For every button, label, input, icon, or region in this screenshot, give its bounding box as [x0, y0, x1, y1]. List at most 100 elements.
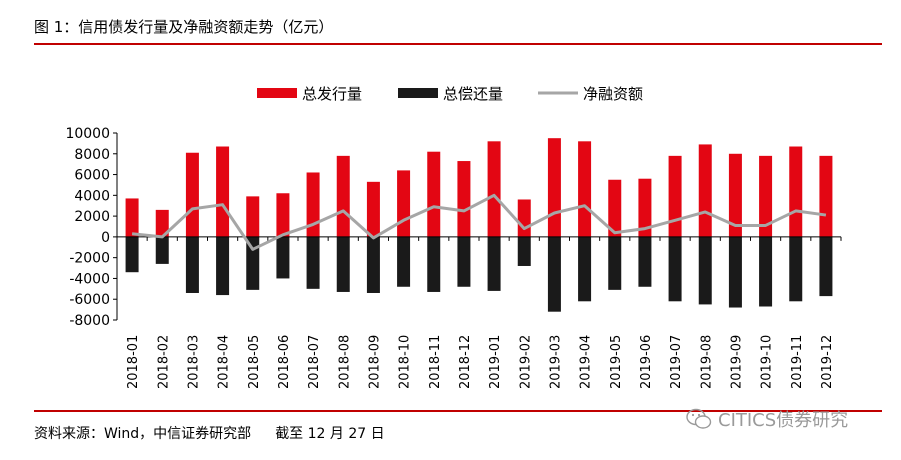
y-tick-label: 10000: [65, 126, 110, 142]
bar-repayment-2018-10: [397, 236, 411, 287]
bar-repayment-2019-10: [759, 236, 773, 307]
bar-issuance-2018-05: [246, 196, 260, 237]
figure-title: 图 1：信用债发行量及净融资额走势（亿元）: [34, 18, 334, 36]
bar-issuance-2019-08: [698, 144, 712, 237]
bar-issuance-2018-02: [155, 209, 169, 237]
x-tick-label: 2019-09: [729, 335, 744, 389]
bar-repayment-2019-12: [819, 236, 833, 297]
x-tick-label: 2019-06: [639, 335, 654, 389]
y-tick-label: 0: [101, 230, 110, 246]
line-net-financing: [131, 193, 827, 251]
y-tick-label: -2000: [69, 251, 110, 267]
y-tick-label: -4000: [69, 271, 110, 287]
legend: 总发行量 总偿还量 净融资额: [257, 85, 643, 103]
bar-repayment-2019-09: [728, 236, 742, 308]
bar-issuance-2019-03: [547, 138, 561, 237]
bar-repayment-2018-09: [366, 236, 380, 293]
legend-label: 总偿还量: [443, 85, 503, 103]
x-tick-label: 2019-03: [548, 335, 563, 389]
bar-issuance-2018-04: [216, 146, 230, 237]
bar-issuance-2019-04: [578, 141, 592, 237]
x-tick-label: 2019-04: [579, 335, 594, 389]
x-tick-label: 2018-10: [398, 335, 413, 389]
bar-repayment-2019-05: [608, 236, 622, 290]
x-tick-label: 2018-03: [186, 335, 201, 389]
y-tick-label: 2000: [74, 209, 110, 225]
x-tick-label: 2018-06: [277, 335, 292, 389]
bar-repayment-2019-04: [578, 236, 592, 302]
bar-repayment-2019-06: [638, 236, 652, 287]
bar-repayment-2018-11: [427, 236, 441, 292]
bar-issuance-2019-11: [789, 146, 803, 237]
top-rule: [34, 43, 882, 45]
watermark-text: CITICS债券研究: [718, 410, 849, 431]
x-tick-label: 2019-10: [760, 335, 775, 389]
y-tick-label: -8000: [69, 313, 110, 329]
bar-repayment-2018-03: [185, 236, 199, 293]
bar-issuance-2018-11: [427, 151, 441, 237]
bar-repayment-2019-08: [698, 236, 712, 305]
x-tick-label: 2018-04: [217, 335, 232, 389]
x-tick-label: 2019-02: [518, 335, 533, 389]
bars: [125, 138, 833, 312]
bar-repayment-2019-03: [547, 236, 561, 312]
bar-repayment-2018-06: [276, 236, 290, 279]
bar-repayment-2018-12: [457, 236, 471, 287]
bar-issuance-2018-12: [457, 161, 471, 237]
bar-issuance-2019-10: [759, 155, 773, 237]
axes: 10000 8000 6000 4000 2000 0 -2000 -4000 -6000 -80…: [65, 126, 842, 389]
legend-label: 净融资额: [583, 85, 643, 103]
bar-issuance-2018-01: [125, 198, 139, 237]
bar-repayment-2018-07: [306, 236, 320, 289]
cutoff-date: 截至 12 月 27 日: [275, 426, 385, 442]
x-tick-label: 2018-02: [156, 335, 171, 389]
x-tick-label: 2018-09: [367, 335, 382, 389]
y-tick-label: -6000: [69, 292, 110, 308]
bar-issuance-2019-09: [728, 153, 742, 237]
bar-issuance-2019-06: [638, 178, 652, 237]
bar-repayment-2019-07: [668, 236, 682, 302]
bar-issuance-2018-08: [336, 155, 350, 237]
bar-repayment-2019-01: [487, 236, 501, 291]
bottom-rule: [34, 410, 882, 412]
x-tick-label: 2018-07: [307, 335, 322, 389]
bar-repayment-2018-02: [155, 236, 169, 264]
net-financing-line: [131, 193, 827, 251]
bar-issuance-2019-02: [517, 199, 531, 237]
x-tick-label: 2018-12: [458, 335, 473, 389]
legend-swatch: [398, 88, 438, 98]
x-tick-label: 2018-08: [337, 335, 352, 389]
bar-issuance-2018-09: [366, 181, 380, 237]
bar-issuance-2019-01: [487, 141, 501, 237]
x-tick-label: 2019-01: [488, 335, 503, 389]
legend-label: 总发行量: [302, 85, 362, 103]
bar-repayment-2019-11: [789, 236, 803, 302]
x-tick-label: 2019-11: [790, 335, 805, 389]
legend-swatch: [257, 88, 297, 98]
bar-issuance-2018-03: [185, 152, 199, 237]
x-tick-label: 2018-05: [247, 335, 262, 389]
x-tick-label: 2019-08: [699, 335, 714, 389]
bar-repayment-2019-02: [517, 236, 531, 266]
x-tick-label: 2019-07: [669, 335, 684, 389]
x-tick-label: 2018-01: [126, 335, 141, 389]
source-note: 资料来源：Wind，中信证券研究部 截至 12 月 27 日: [34, 423, 385, 443]
y-tick-label: 6000: [74, 168, 110, 184]
bar-issuance-2018-10: [397, 170, 411, 237]
source-text: 资料来源：Wind，中信证券研究部: [34, 426, 252, 442]
x-tick-label: 2019-12: [820, 335, 835, 389]
x-tick-label: 2019-05: [609, 335, 624, 389]
y-tick-label: 4000: [74, 188, 110, 204]
bar-repayment-2018-08: [336, 236, 350, 292]
bar-repayment-2018-01: [125, 236, 139, 273]
bar-repayment-2018-04: [216, 236, 230, 296]
bar-issuance-2018-07: [306, 172, 320, 237]
watermark: CITICS债券研究: [686, 406, 848, 432]
wechat-icon: [686, 408, 712, 429]
bar-issuance-2019-12: [819, 155, 833, 237]
x-tick-label: 2018-11: [428, 335, 443, 389]
bar-issuance-2018-06: [276, 193, 290, 237]
bar-issuance-2019-05: [608, 179, 622, 237]
bar-repayment-2018-05: [246, 236, 260, 290]
